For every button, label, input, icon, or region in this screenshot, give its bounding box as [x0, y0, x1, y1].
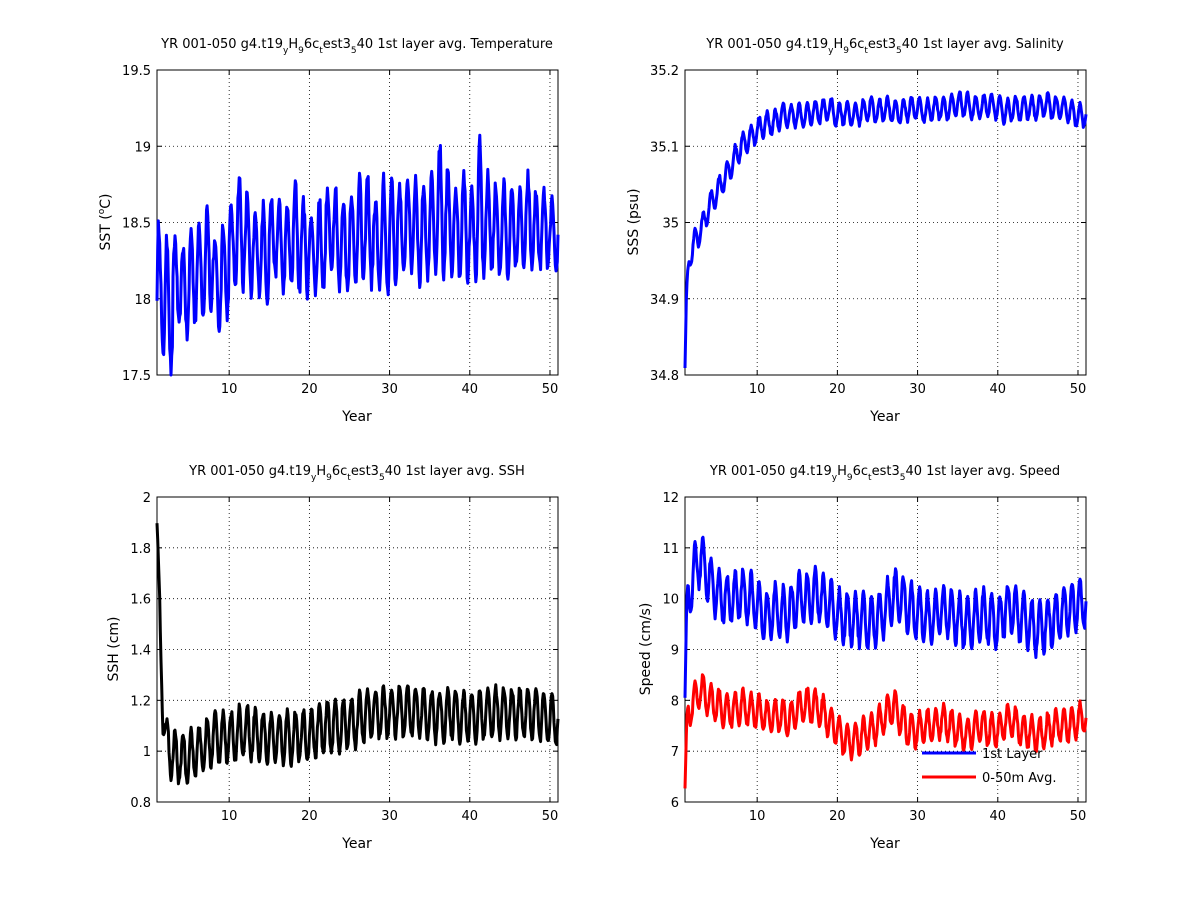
y-axis-label: Speed (cm/s) [638, 603, 654, 696]
y-tick-label: 1.2 [130, 694, 151, 709]
x-tick-label: 10 [221, 382, 238, 397]
y-tick-label: 1.8 [130, 542, 151, 557]
y-tick-label: 18.5 [122, 217, 151, 232]
y-tick-label: 9 [671, 644, 679, 659]
legend-label-1st-layer: 1st Layer [982, 747, 1043, 762]
x-axis-label: Year [869, 409, 900, 425]
series-line-panel-1 [683, 90, 1088, 369]
x-tick-label: 30 [381, 382, 398, 397]
x-tick-label: 10 [221, 809, 238, 824]
x-tick-label: 20 [829, 382, 846, 397]
x-tick-label: 50 [1070, 382, 1087, 397]
x-tick-label: 30 [381, 809, 398, 824]
y-tick-label: 17.5 [122, 369, 151, 384]
y-tick-label: 6 [671, 796, 679, 811]
chart-title: YR 001-050 g4.t19yH96ctest3540 1st layer… [188, 464, 525, 483]
series-layer [683, 535, 1088, 789]
y-tick-label: 10 [662, 593, 679, 608]
series-line-panel-0 [155, 133, 560, 377]
panel-speed: 10 20 30 40 50 6 7 8 9 10 11 12 YR 001-050 g4.t19yH… [638, 464, 1088, 852]
y-tick-label: 19.5 [122, 64, 151, 79]
x-tick-label: 30 [909, 382, 926, 397]
x-tick-label: 30 [909, 809, 926, 824]
y-tick-label: 1.6 [130, 593, 151, 608]
x-tick-label: 40 [990, 382, 1007, 397]
x-tick-label: 10 [749, 382, 766, 397]
y-tick-label: 19 [134, 140, 151, 155]
series-layer [155, 523, 560, 786]
y-tick-label: 35.1 [650, 140, 679, 155]
x-tick-label: 20 [301, 809, 318, 824]
x-axis-label: Year [341, 836, 372, 852]
y-tick-label: 35.2 [650, 64, 679, 79]
y-tick-label: 34.8 [650, 369, 679, 384]
y-tick-label: 18 [134, 293, 151, 308]
y-axis-label: SST (oC) [97, 193, 114, 250]
y-tick-label: 0.8 [130, 796, 151, 811]
panel-temperature: 10 20 30 40 50 17.5 18 18.5 19 19.5 YR 001-050 g4… [97, 37, 560, 425]
y-axis-label: SSS (psu) [626, 188, 642, 255]
series-layer [683, 90, 1088, 369]
chart-title: YR 001-050 g4.t19yH96ctest3540 1st layer… [705, 37, 1064, 56]
grid [685, 70, 1086, 375]
y-tick-label: 11 [662, 542, 679, 557]
ticks: 10 20 30 40 50 17.5 18 18.5 19 19.5 [122, 64, 558, 397]
y-axis-label: SSH (cm) [106, 616, 122, 681]
x-tick-label: 40 [990, 809, 1007, 824]
series-line-0-50m-avg- [683, 673, 1088, 789]
x-tick-label: 10 [749, 809, 766, 824]
chart-title: YR 001-050 g4.t19yH96ctest3540 1st layer… [160, 37, 553, 56]
y-tick-label: 12 [662, 491, 679, 506]
y-tick-label: 1 [143, 745, 151, 760]
y-tick-label: 35 [662, 217, 679, 232]
x-axis-label: Year [869, 836, 900, 852]
x-tick-label: 50 [542, 382, 559, 397]
series-line-1st-layer [683, 535, 1088, 698]
legend: 1st Layer 0-50m Avg. [922, 747, 1057, 786]
chart-title: YR 001-050 g4.t19yH96ctest3540 1st layer… [709, 464, 1060, 483]
x-tick-label: 40 [462, 809, 479, 824]
y-tick-label: 2 [143, 491, 151, 506]
series-layer [155, 133, 560, 377]
x-tick-label: 40 [462, 382, 479, 397]
legend-label-0-50m-avg: 0-50m Avg. [982, 771, 1057, 786]
panel-ssh: 10 20 30 40 50 0.8 1 1.2 1.4 1.6 1.8 2 YR 001-050 g… [106, 464, 560, 852]
ticks: 10 20 30 40 50 34.8 34.9 35 35.1 35.2 [650, 64, 1086, 397]
x-tick-label: 50 [1070, 809, 1087, 824]
x-axis-label: Year [341, 409, 372, 425]
y-tick-label: 8 [671, 694, 679, 709]
x-tick-label: 20 [829, 809, 846, 824]
panel-salinity: 10 20 30 40 50 34.8 34.9 35 35.1 35.2 YR 001-050 … [626, 37, 1088, 425]
series-line-panel-2 [155, 523, 560, 786]
x-tick-label: 20 [301, 382, 318, 397]
x-tick-label: 50 [542, 809, 559, 824]
y-tick-label: 34.9 [650, 293, 679, 308]
ticks: 10 20 30 40 50 6 7 8 9 10 11 12 [662, 491, 1086, 824]
y-tick-label: 1.4 [130, 644, 151, 659]
y-tick-label: 7 [671, 745, 679, 760]
